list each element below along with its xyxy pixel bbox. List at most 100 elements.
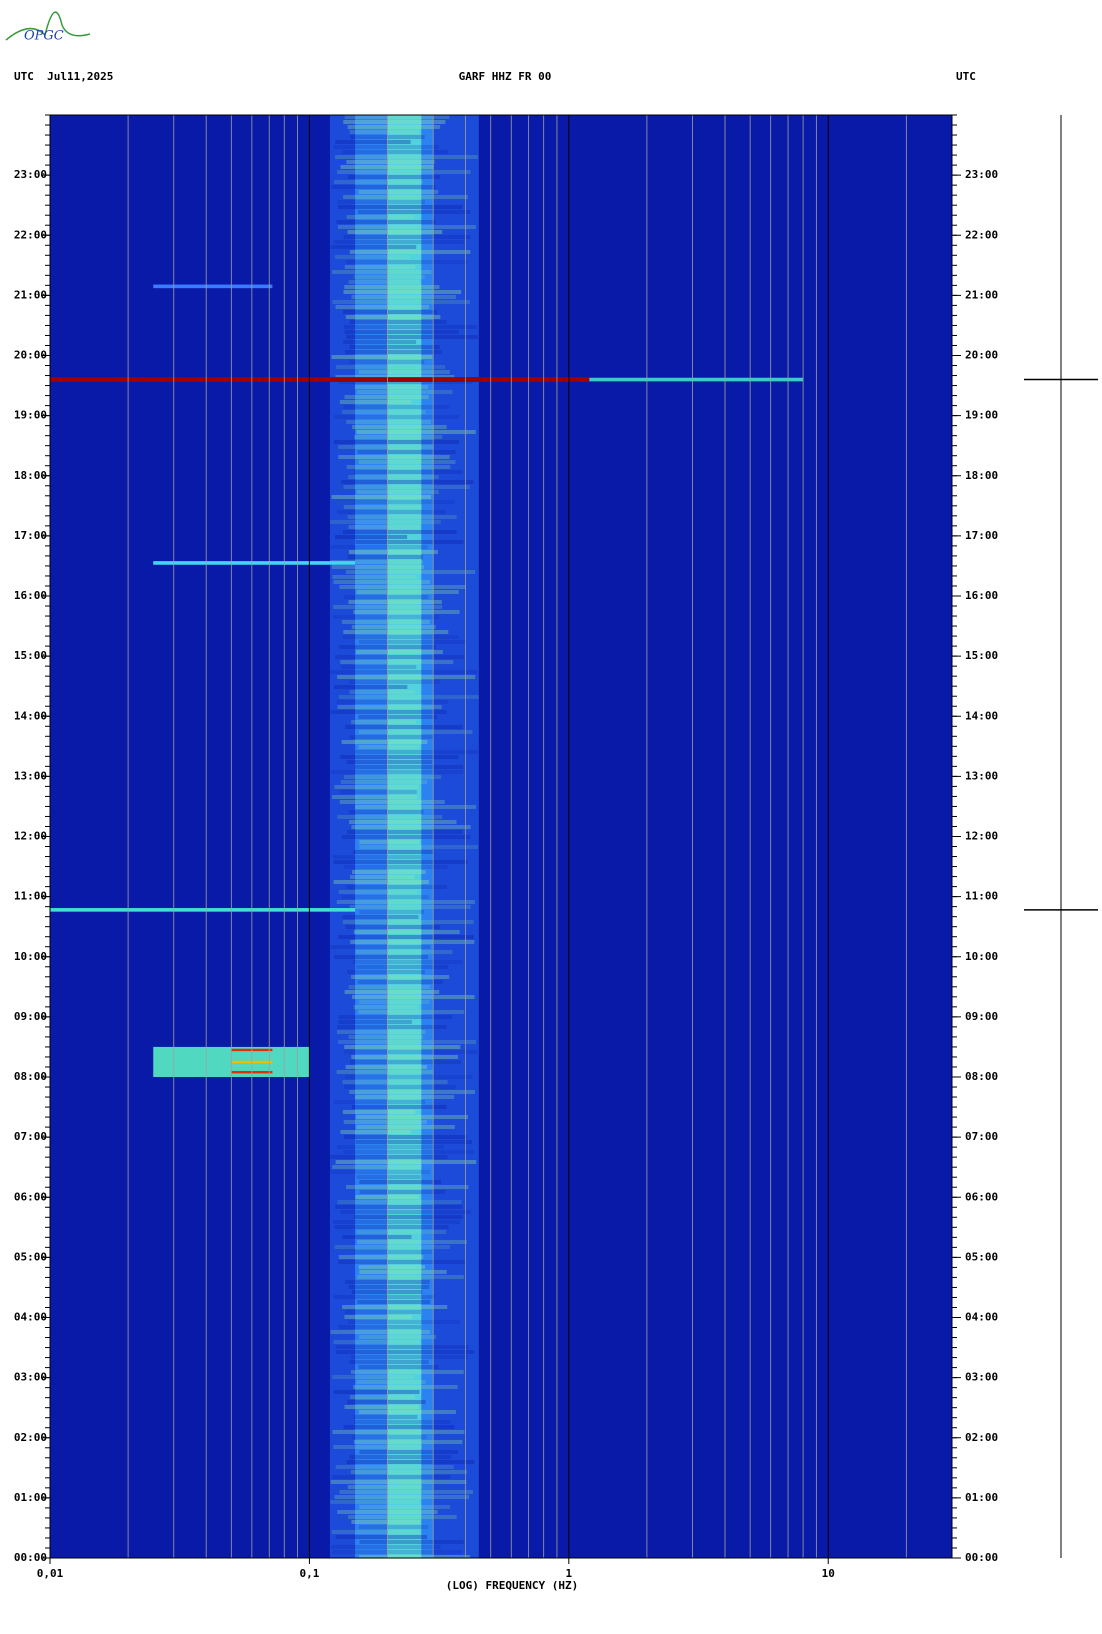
texture-stripe (340, 790, 417, 794)
texture-stripe (341, 480, 474, 484)
texture-stripe (345, 570, 476, 574)
texture-stripe (340, 1210, 471, 1214)
texture-stripe (351, 825, 471, 829)
texture-stripe (346, 970, 425, 974)
texture-stripe (341, 620, 430, 624)
texture-stripe (339, 1490, 473, 1494)
texture-stripe (343, 290, 462, 294)
texture-stripe (347, 125, 441, 129)
texture-stripe (335, 375, 455, 379)
y-tick-label-right: 18:00 (965, 469, 998, 482)
texture-stripe (337, 200, 426, 204)
y-tick-label: 04:00 (14, 1311, 47, 1324)
y-tick-label: 10:00 (14, 950, 47, 963)
texture-stripe (343, 310, 437, 314)
texture-stripe (335, 1205, 463, 1209)
texture-stripe (338, 890, 418, 894)
texture-stripe (344, 115, 450, 119)
texture-stripe (334, 1295, 435, 1299)
texture-stripe (355, 650, 443, 654)
texture-stripe (348, 175, 440, 179)
texture-stripe (346, 160, 435, 164)
texture-stripe (344, 775, 442, 779)
texture-stripe (356, 1175, 421, 1179)
texture-stripe (357, 980, 443, 984)
texture-stripe (350, 875, 415, 879)
texture-stripe (341, 740, 428, 744)
texture-stripe (331, 565, 425, 569)
texture-stripe (338, 695, 479, 699)
texture-stripe (341, 835, 471, 839)
texture-stripe (353, 960, 463, 964)
texture-stripe (334, 955, 428, 959)
texture-stripe (351, 975, 450, 979)
y-tick-label: 01:00 (14, 1491, 47, 1504)
y-tick-label-right: 17:00 (965, 529, 998, 542)
y-tick-label-right: 14:00 (965, 709, 998, 722)
y-tick-label: 05:00 (14, 1250, 47, 1263)
texture-stripe (354, 385, 428, 389)
texture-stripe (345, 925, 440, 929)
texture-stripe (347, 1400, 426, 1404)
texture-stripe (330, 1170, 430, 1174)
texture-stripe (348, 550, 438, 554)
texture-stripe (343, 595, 429, 599)
texture-stripe (333, 415, 460, 419)
texture-stripe (344, 1135, 467, 1139)
texture-stripe (359, 840, 420, 844)
texture-stripe (345, 315, 441, 319)
texture-stripe (332, 855, 422, 859)
texture-stripe (346, 885, 447, 889)
y-tick-label-right: 02:00 (965, 1431, 998, 1444)
texture-stripe (333, 880, 429, 884)
texture-stripe (343, 630, 449, 634)
texture-stripe (333, 440, 459, 444)
texture-stripe (344, 865, 448, 869)
texture-stripe (343, 1150, 475, 1154)
texture-stripe (351, 870, 426, 874)
texture-stripe (355, 950, 453, 954)
texture-stripe (350, 1060, 462, 1064)
texture-stripe (332, 575, 417, 579)
texture-stripe (334, 535, 408, 539)
texture-stripe (346, 420, 431, 424)
texture-stripe (335, 1345, 469, 1349)
logo-curve (5, 11, 91, 41)
y-tick-label-right: 19:00 (965, 409, 998, 422)
texture-stripe (337, 675, 476, 679)
texture-stripe (354, 750, 478, 754)
y-tick-label: 22:00 (14, 228, 47, 241)
y-tick-label: 00:00 (14, 1551, 47, 1564)
x-axis-label: (LOG) FREQUENCY (HZ) (446, 1579, 578, 1592)
texture-stripe (355, 1140, 473, 1144)
texture-stripe (358, 1265, 426, 1269)
y-tick-label-right: 05:00 (965, 1250, 998, 1263)
texture-stripe (335, 1465, 454, 1469)
header-left: UTC Jul11,2025 (14, 70, 113, 83)
texture-stripe (344, 1045, 461, 1049)
y-tick-label: 12:00 (14, 830, 47, 843)
texture-stripe (349, 1090, 475, 1094)
texture-stripe (332, 1375, 414, 1379)
y-tick-label-right: 11:00 (965, 890, 998, 903)
y-tick-label: 02:00 (14, 1431, 47, 1444)
x-tick-label: 0,1 (299, 1567, 319, 1580)
texture-stripe (339, 380, 473, 384)
texture-stripe (336, 900, 475, 904)
event (50, 377, 590, 382)
texture-stripe (359, 1180, 442, 1184)
texture-stripe (355, 765, 464, 769)
texture-stripe (336, 1145, 445, 1149)
texture-stripe (342, 1080, 448, 1084)
texture-stripe (347, 1485, 423, 1489)
texture-stripe (354, 470, 463, 474)
texture-stripe (351, 720, 416, 724)
texture-stripe (353, 930, 460, 934)
texture-stripe (332, 1430, 465, 1434)
texture-stripe (359, 1190, 445, 1194)
y-tick-label-right: 12:00 (965, 830, 998, 843)
texture-stripe (356, 430, 476, 434)
texture-stripe (340, 660, 454, 664)
texture-stripe (339, 400, 412, 404)
